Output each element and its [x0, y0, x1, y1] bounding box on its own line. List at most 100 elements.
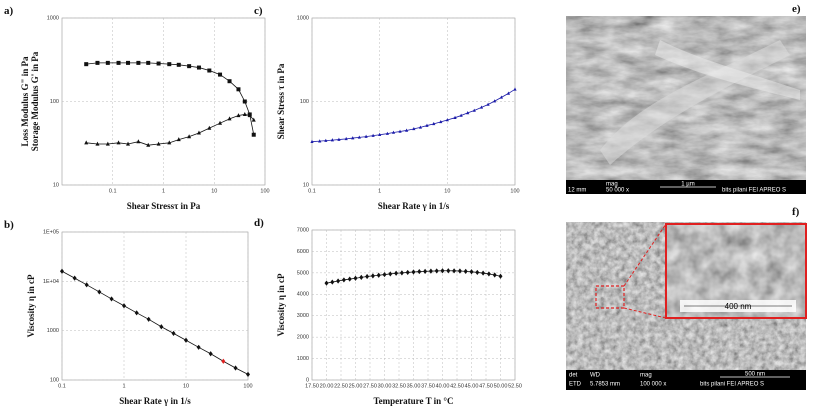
marker	[376, 272, 381, 278]
marker	[95, 60, 100, 65]
marker	[196, 130, 201, 135]
marker	[84, 140, 89, 145]
info-bar	[566, 370, 806, 390]
marker	[196, 344, 201, 350]
marker	[324, 280, 329, 286]
marker	[60, 268, 64, 274]
marker	[109, 296, 114, 302]
y-axis-label: Viscosity η in cP	[276, 273, 286, 337]
info-text: 1 µm	[681, 182, 694, 188]
marker	[227, 116, 232, 121]
marker	[351, 136, 355, 140]
marker	[466, 110, 470, 115]
marker	[236, 113, 241, 118]
y-tick-label: 100	[300, 99, 309, 105]
info-text: bits pilani FEI APREO S	[700, 382, 764, 388]
marker	[251, 132, 256, 137]
marker	[472, 108, 476, 112]
marker	[310, 139, 314, 143]
marker	[146, 60, 151, 65]
x-tick-label: 30.00	[378, 383, 392, 389]
marker	[233, 365, 238, 371]
marker	[187, 134, 192, 139]
x-tick-label: 1	[378, 188, 381, 194]
y-tick-label: 100	[50, 377, 59, 383]
marker	[440, 268, 445, 274]
y-tick-label: 1E+04	[43, 279, 59, 285]
y-tick-label: 1000	[297, 15, 309, 21]
marker	[399, 270, 404, 276]
marker	[341, 277, 346, 283]
x-tick-label: 45.00	[465, 383, 479, 389]
marker	[97, 289, 102, 295]
marker	[187, 64, 192, 69]
panel-label: d)	[254, 217, 264, 229]
marker	[423, 268, 428, 274]
info-text: 50 000 x	[606, 188, 629, 194]
marker	[134, 310, 139, 316]
marker	[136, 60, 141, 65]
y-tick-label: 100	[50, 99, 59, 105]
marker	[221, 358, 226, 364]
marker	[398, 129, 402, 133]
y-tick-label: 1000	[47, 15, 59, 21]
marker	[418, 125, 423, 129]
panel-label: e)	[792, 3, 801, 15]
y-tick-label: 5000	[297, 270, 309, 276]
marker	[330, 279, 335, 285]
y-tick-label: 1E+05	[43, 229, 59, 235]
chart: c) 0.1 1 10 100 10 100 1000 Shear Rate γ in 1/s S…	[254, 5, 520, 211]
marker	[146, 142, 151, 147]
info-text: 5.7853 mm	[590, 382, 620, 388]
marker	[171, 330, 176, 337]
marker	[156, 61, 161, 66]
marker	[159, 324, 164, 330]
y-tick-label: 0	[306, 377, 309, 383]
x-tick-label: 42.50	[450, 383, 464, 389]
x-tick-label: 0.1	[109, 188, 117, 194]
panel-label: c)	[254, 5, 263, 17]
x-axis-label: Shear Stressτ in Pa	[127, 201, 201, 211]
info-text: 100 000 x	[640, 382, 666, 388]
marker	[196, 65, 201, 70]
marker	[499, 95, 504, 99]
marker	[126, 141, 131, 146]
y-tick-label: 10	[303, 182, 309, 188]
y-tick-label: 3000	[297, 313, 309, 319]
y-tick-label: 4000	[297, 292, 309, 298]
marker	[459, 113, 463, 117]
x-tick-label: 10	[211, 188, 217, 194]
marker	[493, 99, 497, 103]
marker	[425, 123, 429, 127]
x-tick-label: 20.00	[320, 383, 334, 389]
marker	[445, 118, 449, 122]
panel-label: a)	[4, 5, 14, 17]
plot-area	[61, 231, 249, 381]
marker	[184, 337, 188, 343]
marker	[208, 351, 213, 357]
inset-scale-label: 400 nm	[725, 302, 752, 311]
sem-image-e: e) mag 12 mm 50 000 x 1 µm bits pilani F…	[566, 3, 806, 194]
marker	[446, 268, 451, 274]
y-tick-label: 6000	[297, 249, 309, 255]
info-text: ETD	[569, 382, 582, 388]
marker	[359, 274, 364, 280]
marker	[207, 68, 212, 73]
y-axis-label: Loss Modulus G" in Pa	[20, 56, 30, 147]
marker	[457, 268, 462, 274]
marker	[370, 273, 375, 279]
y-tick-label: 7000	[297, 227, 309, 233]
marker	[382, 271, 387, 278]
fiber	[655, 40, 800, 100]
x-tick-label: 0.1	[58, 383, 66, 389]
marker	[84, 282, 89, 288]
sem-image-f: f) 400 nm det WD mag 500 nm ETD 5.7853 m…	[566, 206, 807, 390]
x-tick-label: 0.1	[308, 188, 316, 194]
marker	[72, 275, 77, 281]
marker	[116, 140, 121, 145]
marker	[498, 273, 503, 279]
marker	[486, 271, 491, 277]
marker	[105, 60, 110, 65]
x-tick-label: 25.00	[349, 383, 363, 389]
